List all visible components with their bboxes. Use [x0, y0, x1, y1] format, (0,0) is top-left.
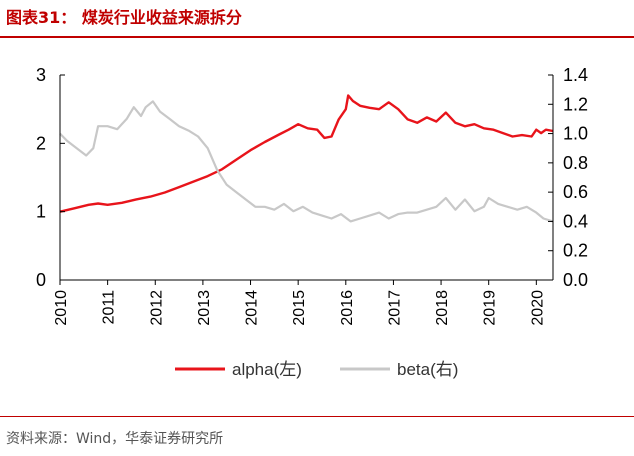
- y-right-tick-label: 0.6: [563, 182, 588, 202]
- y-left-tick-label: 3: [36, 65, 46, 85]
- figure-title: 图表31： 煤炭行业收益来源拆分: [6, 8, 242, 27]
- legend-label: alpha(左): [232, 360, 302, 379]
- y-left-tick-label: 1: [36, 202, 46, 222]
- y-left-tick-label: 0: [36, 270, 46, 290]
- x-tick-label: 2017: [386, 290, 403, 326]
- x-tick-label: 2019: [482, 290, 499, 326]
- y-right-tick-label: 0.4: [563, 211, 588, 231]
- y-right-tick-label: 1.4: [563, 65, 588, 85]
- series-layer: [59, 94, 554, 223]
- legend: alpha(左) beta(右): [175, 360, 458, 379]
- y-right-tick-label: 0.2: [563, 241, 588, 261]
- x-tick-label: 2010: [53, 290, 70, 326]
- title-divider: [0, 36, 634, 38]
- x-tick-label: 2015: [291, 290, 308, 326]
- line-chart: 0 1 2 3 0.0 0.2 0.4 0.6 0.8 1.0 1.2 1.4 2010 2011 2012…: [36, 65, 588, 379]
- y-right-tick-label: 0.8: [563, 153, 588, 173]
- x-tick-label: 2016: [339, 290, 356, 326]
- legend-label: beta(右): [397, 360, 458, 379]
- axis-layer: 0 1 2 3 0.0 0.2 0.4 0.6 0.8 1.0 1.2 1.4 2010 2011 2012…: [36, 65, 588, 326]
- x-tick-label: 2018: [434, 290, 451, 326]
- x-tick-label: 2020: [529, 290, 546, 326]
- y-right-tick-label: 0.0: [563, 270, 588, 290]
- y-left-tick-label: 2: [36, 133, 46, 153]
- x-tick-label: 2014: [244, 290, 261, 326]
- series-line-beta: [59, 100, 554, 223]
- x-tick-label: 2011: [101, 290, 118, 325]
- source-divider: [0, 416, 634, 417]
- source-note: 资料来源：Wind，华泰证券研究所: [6, 431, 224, 447]
- x-tick-label: 2013: [196, 290, 213, 326]
- series-line-alpha: [59, 94, 554, 213]
- x-tick-label: 2012: [148, 290, 165, 326]
- y-right-tick-label: 1.0: [563, 124, 588, 144]
- y-right-tick-label: 1.2: [563, 94, 588, 114]
